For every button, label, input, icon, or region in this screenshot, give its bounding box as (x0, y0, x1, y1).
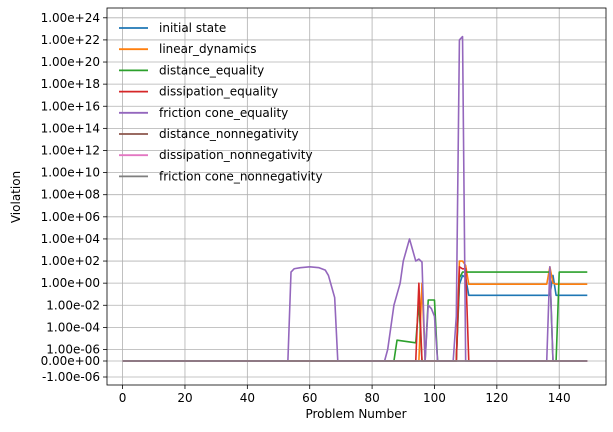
y-tick-label: 1.00e+00 (41, 276, 100, 290)
legend-label: friction cone_equality (159, 106, 288, 120)
y-tick-label: 0.00e+00 (41, 354, 100, 368)
y-tick-label: 1.00e+08 (41, 188, 100, 202)
y-axis-ticks: 1.00e+24 1.00e+22 1.00e+20 1.00e+18 1.00e+16… (41, 11, 107, 384)
legend-label: dissipation_equality (159, 85, 278, 99)
x-axis-label: Problem Number (305, 407, 406, 421)
x-tick-label: 0 (119, 391, 127, 405)
y-tick-label: 1.00e+10 (41, 166, 100, 180)
x-tick-label: 80 (364, 391, 379, 405)
x-tick-label: 100 (423, 391, 446, 405)
y-tick-label: 1.00e-04 (46, 320, 100, 334)
legend: initial state linear_dynamics distance_equ… (119, 21, 323, 183)
y-tick-label: 1.00e-06 (46, 343, 100, 357)
x-tick-label: 20 (177, 391, 192, 405)
y-axis-label: Violation (9, 171, 23, 223)
y-tick-label: 1.00e+20 (41, 55, 100, 69)
legend-label: friction cone_nonnegativity (159, 169, 323, 183)
y-tick-label: 1.00e+12 (41, 143, 100, 157)
x-tick-label: 40 (240, 391, 255, 405)
plot-frame (106, 7, 607, 386)
y-tick-label: 1.00e+02 (41, 254, 100, 268)
series-line-4 (122, 266, 588, 362)
series-line-5 (122, 35, 588, 362)
x-tick-label: 140 (548, 391, 571, 405)
legend-label: linear_dynamics (159, 42, 257, 56)
x-tick-label: 120 (485, 391, 508, 405)
series-lines (122, 35, 588, 362)
legend-label: initial state (159, 21, 226, 35)
y-tick-label: -1.00e-06 (42, 370, 100, 384)
x-axis-ticks: 0 20 40 60 80 100 120 140 (119, 385, 571, 405)
y-tick-label: 1.00e+14 (41, 121, 100, 135)
legend-label: distance_nonnegativity (159, 127, 299, 141)
legend-label: dissipation_nonnegativity (159, 148, 313, 162)
y-tick-label: 1.00e+06 (41, 210, 100, 224)
y-tick-label: 1.00e+04 (41, 232, 100, 246)
series-line-1 (122, 274, 588, 362)
y-tick-label: 1.00e+24 (41, 11, 100, 25)
y-tick-label: 1.00e+22 (41, 33, 100, 47)
y-tick-label: 1.00e+18 (41, 77, 100, 91)
y-tick-label: 1.00e+16 (41, 99, 100, 113)
series-line-2 (122, 260, 588, 362)
x-tick-label: 60 (302, 391, 317, 405)
legend-label: distance_equality (159, 63, 264, 77)
series-line-3 (122, 271, 588, 362)
y-tick-label: 1.00e-02 (46, 298, 100, 312)
